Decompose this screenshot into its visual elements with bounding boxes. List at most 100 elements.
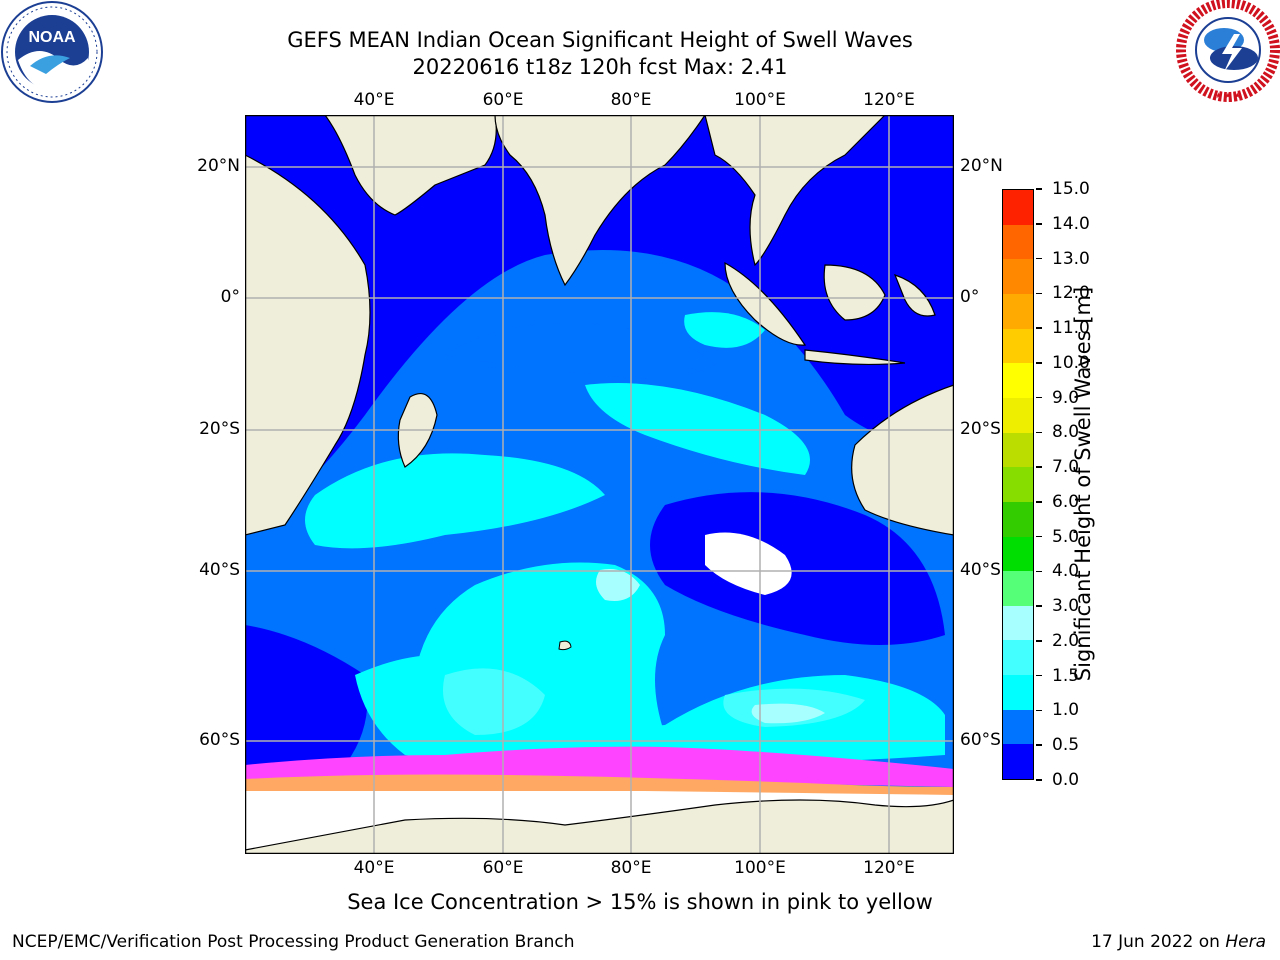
swell-zone-cyan-band — [585, 383, 810, 475]
lat-label-right: 60°S — [960, 730, 1001, 750]
colorbar-segment — [1003, 190, 1033, 225]
colorbar-segment — [1003, 744, 1033, 779]
colorbar-tick-label: 1.0 — [1052, 700, 1080, 721]
colorbar-tick-label: 13.0 — [1052, 248, 1090, 269]
footer-date-text: 17 Jun 2022 on — [1091, 932, 1226, 952]
lon-label-bottom: 100°E — [734, 858, 786, 878]
swell-height-map — [245, 115, 954, 854]
sea-ice-note: Sea Ice Concentration > 15% is shown in … — [347, 890, 933, 914]
lat-label-left: 0° — [220, 287, 240, 307]
land-borneo — [823, 264, 886, 321]
lon-label-bottom: 120°E — [863, 858, 915, 878]
colorbar-tick-mark — [1036, 535, 1042, 538]
colorbar-segment — [1003, 640, 1033, 676]
land-arabia — [245, 115, 497, 216]
colorbar-segment — [1003, 501, 1033, 537]
colorbar-tick-mark — [1036, 431, 1042, 434]
colorbar-segment — [1003, 294, 1033, 329]
lat-label-right: 20°S — [960, 419, 1001, 439]
colorbar-tick-mark — [1036, 292, 1042, 295]
colorbar-segment — [1003, 224, 1033, 260]
colorbar-tick-mark — [1036, 362, 1042, 364]
noaa-logo: NOAA — [1, 1, 103, 103]
lat-label-right: 20°N — [960, 156, 1003, 176]
land-masses — [245, 115, 954, 854]
colorbar-tick-label: 2.0 — [1052, 630, 1080, 651]
gridlines — [245, 115, 954, 854]
land-se-asia — [704, 115, 886, 267]
colorbar-tick-mark — [1036, 257, 1042, 260]
lat-label-right: 40°S — [960, 560, 1001, 580]
colorbar-segment — [1003, 328, 1033, 364]
footer-date: 17 Jun 2022 on Hera — [1091, 932, 1266, 952]
colorbar-tick-mark — [1036, 674, 1042, 677]
colorbar-segment — [1003, 432, 1033, 468]
colorbar-tick-mark — [1036, 570, 1042, 573]
nws-logo: ★ ★ ★ — [1176, 0, 1280, 102]
lat-label-right: 0° — [960, 287, 980, 307]
lon-label-bottom: 40°E — [353, 858, 395, 878]
colorbar-tick-label: 5.0 — [1052, 526, 1080, 547]
colorbar-tick-mark — [1036, 605, 1042, 607]
colorbar-tick-mark — [1036, 709, 1042, 712]
svg-text:★ ★ ★: ★ ★ ★ — [1215, 91, 1241, 100]
land-sumatra — [724, 261, 807, 346]
colorbar-tick-mark — [1036, 188, 1042, 190]
colorbar-tick-label: 15.0 — [1052, 179, 1090, 199]
land-india — [494, 115, 706, 287]
swell-zone-light-cyan — [443, 668, 545, 735]
colorbar-tick-label: 0.5 — [1052, 735, 1080, 756]
colorbar-segment — [1003, 675, 1033, 710]
swell-zone-deep-blue-se — [650, 492, 945, 645]
colorbar-tick-mark — [1036, 327, 1042, 329]
colorbar-tick-mark — [1036, 466, 1042, 468]
svg-text:NOAA: NOAA — [28, 29, 76, 46]
land-java — [804, 349, 906, 366]
colorbar-tick-label: 0.0 — [1052, 770, 1080, 790]
lon-label-bottom: 60°E — [482, 858, 524, 878]
lon-label-top: 40°E — [353, 90, 395, 110]
land-australia — [851, 384, 954, 536]
land-kerguelen — [558, 640, 572, 651]
colorbar — [1002, 189, 1034, 780]
swell-zone-cyan-patch — [684, 312, 765, 348]
colorbar-segment — [1003, 259, 1033, 295]
land-africa — [245, 154, 371, 536]
colorbar-ticks: 0.0 0.5 1.0 1.5 2.0 3.0 4.0 5.0 6.0 7.0 8.0 9.0 10.0… — [1036, 179, 1106, 790]
colorbar-segment — [1003, 709, 1033, 745]
land-antarctica — [245, 799, 954, 854]
colorbar-tick-label: 11.0 — [1052, 318, 1090, 339]
no-data-patch — [705, 532, 792, 595]
lat-label-left: 60°S — [199, 730, 240, 750]
colorbar-segment — [1003, 536, 1033, 572]
lat-label-left: 20°N — [197, 156, 240, 176]
swell-zone-mid-blue-north — [445, 323, 715, 379]
colorbar-tick-label: 1.5 — [1052, 665, 1080, 686]
chart-title: GEFS MEAN Indian Ocean Significant Heigh… — [287, 28, 913, 52]
colorbar-segment — [1003, 363, 1033, 398]
lon-label-bottom: 80°E — [610, 858, 652, 878]
colorbar-label: Significant Height of Swell Waves [m] — [1071, 286, 1095, 682]
footer-branch: NCEP/EMC/Verification Post Processing Pr… — [12, 932, 575, 952]
footer-host: Hera — [1225, 932, 1266, 952]
lon-label-top: 80°E — [610, 90, 652, 110]
colorbar-tick-label: 14.0 — [1052, 213, 1090, 234]
colorbar-tick-label: 8.0 — [1052, 422, 1080, 443]
swell-zone-pale-cyan-2 — [596, 569, 640, 601]
land-sulawesi — [893, 274, 936, 317]
colorbar-segment — [1003, 571, 1033, 606]
colorbar-tick-label: 4.0 — [1052, 561, 1080, 582]
swell-zone-cyan-west — [305, 453, 605, 549]
colorbar-tick-label: 7.0 — [1052, 457, 1080, 478]
colorbar-tick-label: 12.0 — [1052, 283, 1090, 304]
lon-label-top: 60°E — [482, 90, 524, 110]
lat-label-left: 20°S — [199, 419, 240, 439]
swell-zone-pale-cyan — [751, 703, 825, 724]
lon-label-top: 100°E — [734, 90, 786, 110]
colorbar-tick-label: 9.0 — [1052, 387, 1080, 408]
colorbar-tick-mark — [1036, 223, 1042, 225]
swell-zone-deep-blue-sw — [245, 625, 368, 775]
colorbar-segment — [1003, 605, 1033, 641]
lon-label-top: 120°E — [863, 90, 915, 110]
map-frame — [245, 115, 954, 854]
